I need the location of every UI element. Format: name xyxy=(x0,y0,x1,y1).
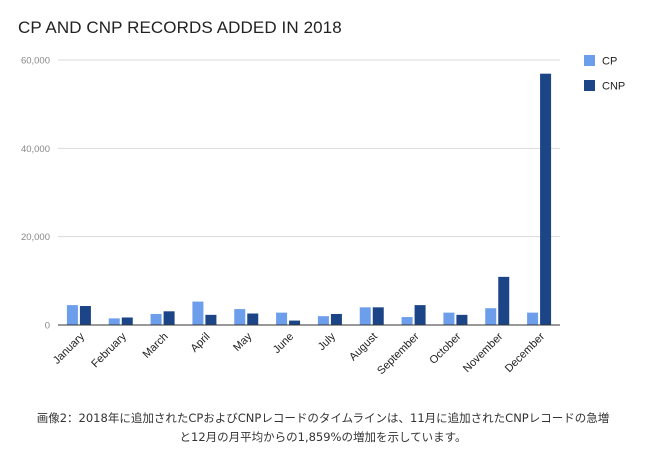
x-tick-label: February xyxy=(89,330,129,370)
bar-cp-march xyxy=(150,313,162,325)
bar-cp-june xyxy=(276,312,288,325)
x-tick-label: July xyxy=(316,330,339,353)
x-tick-label: November xyxy=(461,330,506,375)
bar-cnp-october xyxy=(456,314,468,325)
legend-swatch-cnp xyxy=(584,80,595,91)
bar-cnp-september xyxy=(414,305,426,325)
bar-cnp-april xyxy=(205,314,217,325)
x-tick-label: October xyxy=(427,330,463,366)
bar-cnp-may xyxy=(247,313,259,325)
x-tick-label: December xyxy=(503,330,548,375)
bar-cp-january xyxy=(66,305,78,325)
bar-cp-february xyxy=(108,318,120,325)
y-tick-label: 20,000 xyxy=(21,232,50,243)
bar-cnp-august xyxy=(372,307,384,325)
bar-cp-august xyxy=(359,307,371,325)
bar-cp-july xyxy=(317,316,329,325)
bar-cnp-february xyxy=(121,317,133,325)
bar-cnp-december xyxy=(540,73,552,325)
legend-label-cnp: CNP xyxy=(602,81,625,93)
bar-cnp-june xyxy=(289,320,301,325)
bar-cp-november xyxy=(485,308,497,325)
legend-swatch-cp xyxy=(584,55,595,66)
bar-cnp-march xyxy=(163,311,175,325)
x-tick-label: May xyxy=(231,330,255,354)
figure-caption: 画像2：2018年に追加されたCPおよびCNPレコードのタイムラインは、11月に… xyxy=(0,409,646,447)
x-tick-label: August xyxy=(347,331,380,364)
bar-chart: 0 20,000 40,000 60,000 January February March A… xyxy=(21,55,625,377)
bar-cp-april xyxy=(192,301,204,325)
y-tick-label: 60,000 xyxy=(21,56,50,67)
caption-line-2: と12月の月平均からの1,859%の増加を示しています。 xyxy=(179,430,467,444)
x-tick-label: September xyxy=(375,330,422,377)
bar-cp-september xyxy=(401,317,413,325)
bar-cnp-july xyxy=(330,313,342,325)
y-tick-label: 0 xyxy=(45,321,50,332)
bar-cp-december xyxy=(527,312,539,325)
x-tick-label: January xyxy=(51,330,88,367)
chart-title: CP AND CNP RECORDS ADDED IN 2018 xyxy=(18,18,342,37)
bar-cnp-november xyxy=(498,276,510,325)
legend-label-cp: CP xyxy=(602,56,617,68)
bar-cp-may xyxy=(234,309,246,325)
y-tick-label: 40,000 xyxy=(21,144,50,155)
bar-cp-october xyxy=(443,312,455,325)
bar-cnp-january xyxy=(79,306,91,325)
x-tick-label: March xyxy=(141,331,171,361)
caption-line-1: 画像2：2018年に追加されたCPおよびCNPレコードのタイムラインは、11月に… xyxy=(36,411,610,425)
x-tick-label: June xyxy=(271,331,296,356)
x-tick-label: April xyxy=(188,331,212,355)
